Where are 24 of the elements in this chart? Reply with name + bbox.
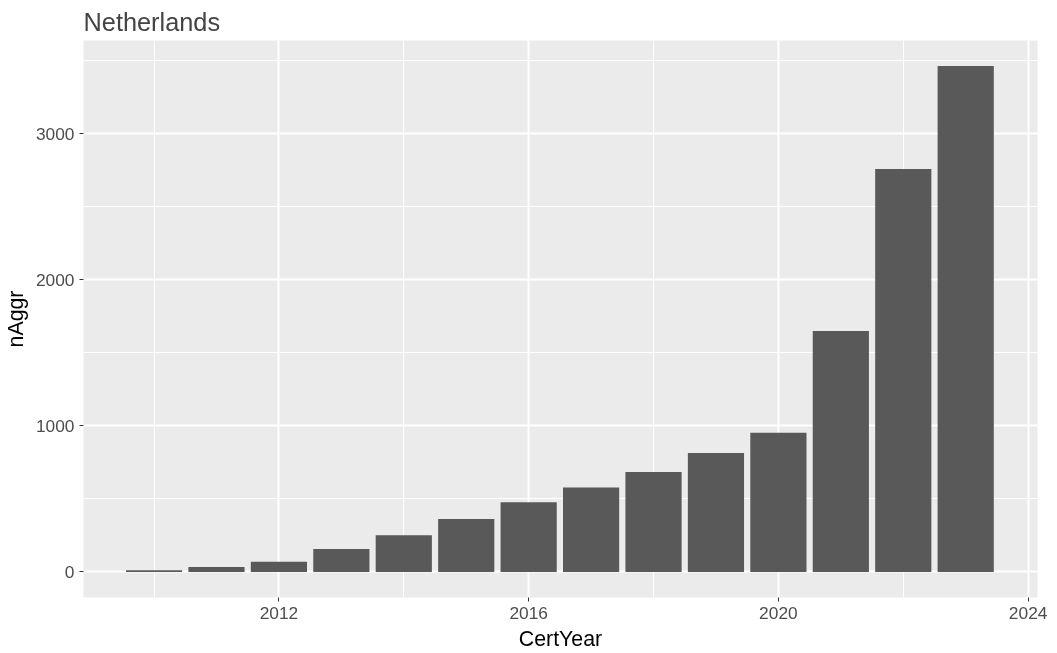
bar [313, 548, 370, 572]
x-tick-label: 2016 [509, 602, 548, 623]
y-tick-label: 1000 [35, 415, 75, 436]
bar [625, 471, 682, 572]
bar [500, 502, 557, 572]
y-tick-label: 2000 [35, 269, 75, 290]
bar [937, 66, 994, 572]
bar [563, 487, 620, 572]
bar [375, 535, 432, 572]
y-tick-label: 3000 [35, 123, 75, 144]
bar [250, 561, 308, 572]
x-tick-label: 2024 [1008, 602, 1048, 623]
bar [687, 452, 745, 572]
y-tick-label: 0 [64, 561, 75, 582]
bar [875, 168, 932, 572]
chart-title: Netherlands [83, 7, 221, 36]
x-tick-label: 2020 [759, 602, 798, 623]
bar [750, 432, 807, 572]
bar [188, 566, 245, 572]
x-tick-label: 2012 [259, 602, 299, 623]
bar [812, 331, 869, 572]
y-axis-title: nAggr [3, 290, 28, 348]
bar [438, 519, 495, 572]
x-axis-title: CertYear [518, 626, 603, 651]
